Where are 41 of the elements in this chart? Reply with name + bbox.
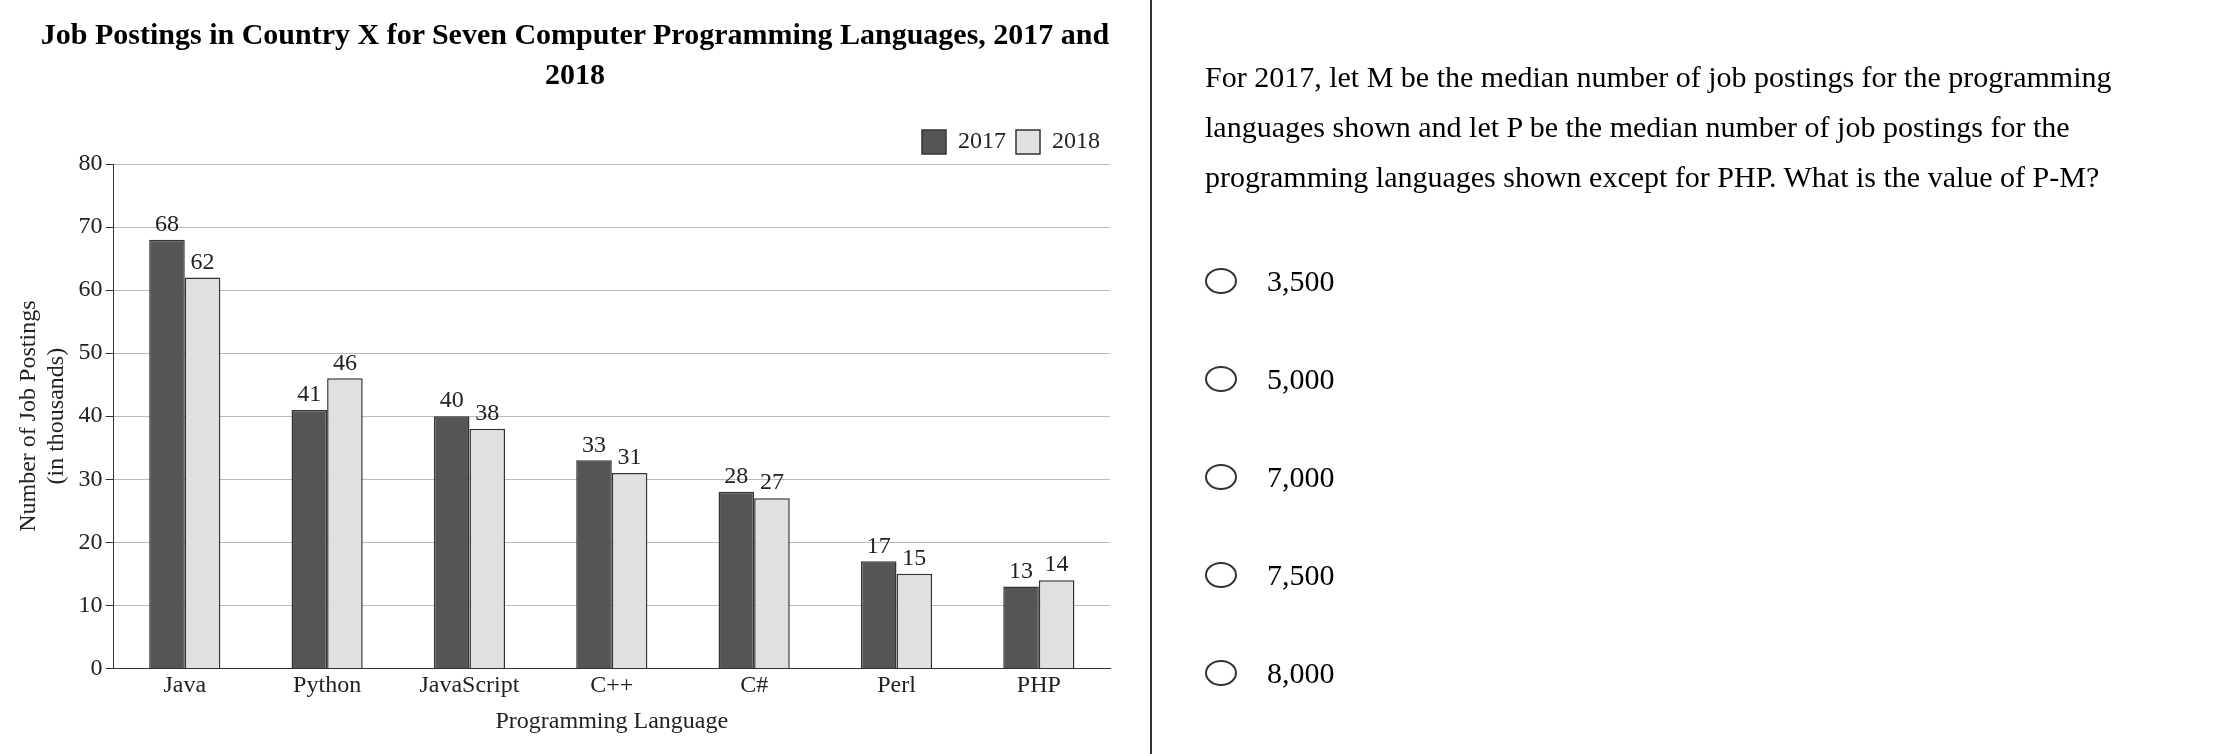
data-label: 41 [297, 380, 322, 407]
text: 5,000 [1267, 362, 1335, 396]
data-label: 31 [617, 443, 642, 470]
x-axis-title: Programming Language [495, 706, 729, 733]
y-axis-title: Number of Job Postings (in thousands) [13, 300, 69, 532]
x-tick-label: Python [293, 671, 362, 698]
legend-label: 2018 [1052, 127, 1100, 154]
x-tick-label: JavaScript [419, 671, 520, 698]
text: 3,500 [1267, 264, 1335, 298]
data-label: 46 [332, 348, 357, 375]
data-label: 27 [759, 468, 784, 495]
y-tick-label: 50 [78, 338, 103, 365]
data-label: 40 [439, 386, 464, 413]
y-tick-label: 10 [78, 590, 103, 617]
data-label: 28 [724, 462, 749, 489]
y-tick-label: 80 [78, 149, 103, 176]
text: 7,000 [1267, 460, 1335, 494]
y-tick-label: 70 [78, 212, 103, 239]
x-tick-label: PHP [1016, 671, 1061, 698]
data-label: 68 [154, 209, 179, 236]
y-tick-label: 30 [78, 464, 103, 491]
data-label: 17 [866, 531, 891, 558]
data-label: 14 [1044, 550, 1069, 577]
y-tick-label: 40 [78, 401, 103, 428]
text: 8,000 [1267, 656, 1335, 690]
data-label: 13 [1009, 556, 1034, 583]
x-tick-label: C# [740, 671, 769, 698]
y-tick-label: 60 [78, 275, 103, 302]
x-tick-label: C++ [590, 671, 634, 698]
y-tick-label: 0 [90, 653, 103, 680]
data-label: 62 [190, 247, 215, 274]
chart-title: Job Postings in Country X for Seven Computer Programming Languages, 2017 and 2018 [39, 16, 1111, 92]
legend-label: 2017 [958, 127, 1006, 154]
x-tick-label: Java [163, 671, 207, 698]
data-label: 38 [475, 399, 500, 426]
text: For 2017, let M be the median number of job postings for the programming languages shown and let P be the median number of job postings for the programming languages shown except for PHP. What is the value of P-M? [1205, 59, 2113, 195]
data-label: 15 [902, 544, 927, 571]
data-label: 33 [582, 430, 607, 457]
text: 7,500 [1267, 558, 1335, 592]
y-tick-label: 20 [78, 527, 103, 554]
x-tick-label: Perl [877, 671, 917, 698]
